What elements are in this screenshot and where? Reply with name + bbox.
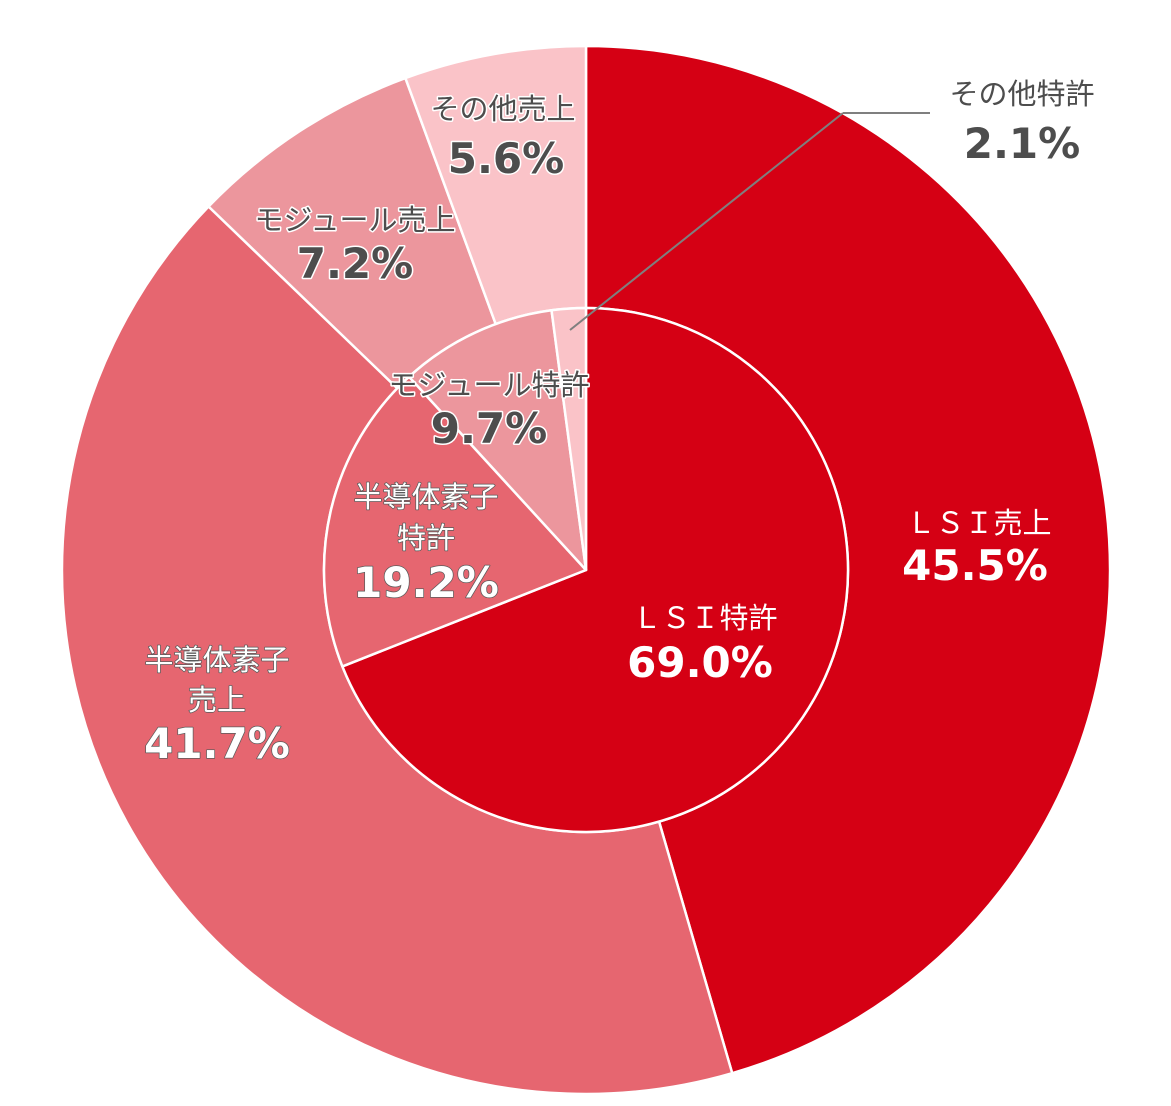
label-outer-semi-name-2: 売上 (188, 683, 246, 717)
label-inner-other-name: その他特許 (949, 77, 1094, 111)
inner-ring (322, 306, 850, 834)
label-inner-lsi-name: ＬＳＩ特許 (632, 601, 777, 635)
label-outer-other-value: 5.6% (448, 134, 564, 183)
inner-ring-slice-1 (322, 375, 588, 668)
inner-ring-slice-2 (407, 309, 588, 572)
label-inner-semi-name-2: 特許 (397, 521, 455, 555)
label-inner-lsi-value: 69.0% (627, 638, 773, 687)
label-inner-semi-name-1: 半導体素子 (353, 480, 498, 514)
label-inner-other-value: 2.1% (964, 119, 1080, 168)
label-outer-module-name: モジュール売上 (255, 203, 456, 237)
label-outer-lsi-name: ＬＳＩ売上 (906, 506, 1051, 540)
label-inner-semi-value: 19.2% (353, 558, 499, 607)
label-outer-lsi-value: 45.5% (902, 541, 1048, 590)
label-outer-semi-value: 41.7% (144, 719, 290, 768)
leader-line-other-patent (569, 112, 844, 331)
label-outer-semi-name-1: 半導体素子 (144, 643, 289, 677)
inner-ring-slice-0 (341, 306, 850, 834)
label-outer-other-name: その他売上 (430, 92, 575, 126)
label-outer-module-value: 7.2% (297, 239, 413, 288)
label-inner-module-value: 9.7% (431, 404, 547, 453)
label-inner-module-name: モジュール特許 (389, 368, 590, 402)
inner-ring-slice-3 (550, 306, 588, 572)
